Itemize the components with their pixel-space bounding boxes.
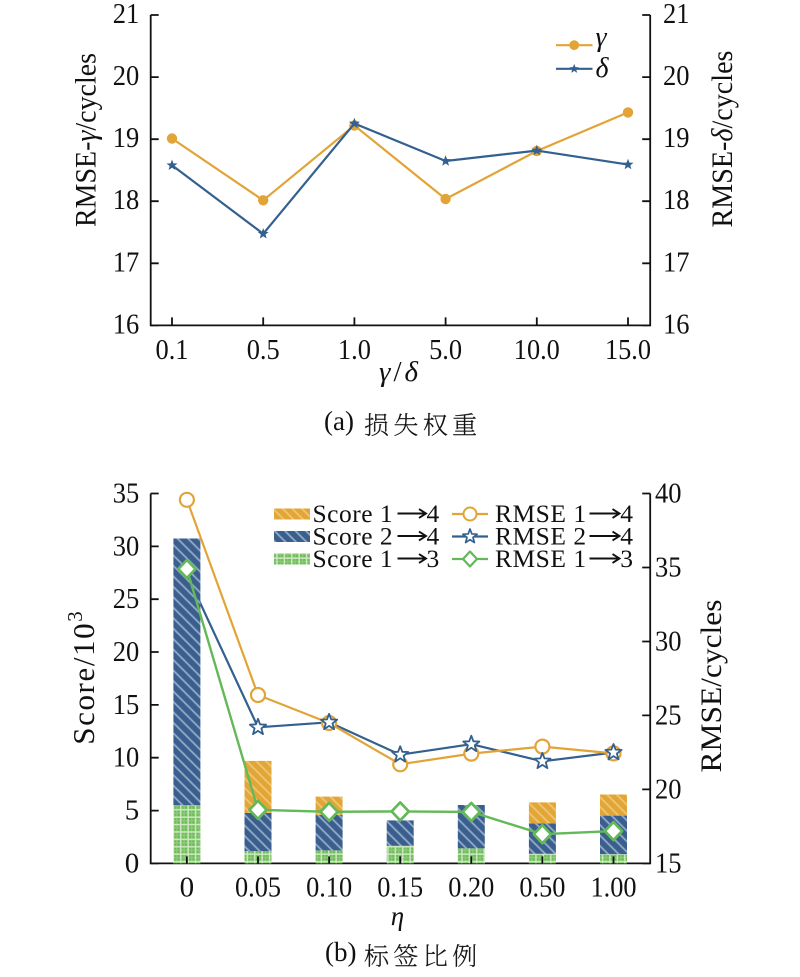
svg-text:5: 5 [125, 795, 140, 827]
svg-text:Score/103: Score/103 [63, 611, 101, 745]
svg-text:15: 15 [113, 689, 140, 721]
svg-text:35: 35 [655, 551, 682, 583]
svg-text:0.20: 0.20 [448, 872, 494, 904]
svg-text:20: 20 [655, 773, 682, 805]
svg-text:10: 10 [113, 742, 140, 774]
svg-text:17: 17 [663, 246, 690, 278]
svg-text:0.10: 0.10 [306, 872, 352, 904]
svg-text:21: 21 [113, 0, 140, 30]
svg-text:RMSE-γ/cycles: RMSE-γ/cycles [70, 53, 103, 227]
svg-text:(b): (b) [325, 937, 356, 967]
svg-text:0.1: 0.1 [156, 334, 189, 366]
svg-text:1.0: 1.0 [338, 334, 371, 366]
svg-text:35: 35 [113, 478, 140, 510]
svg-text:4: 4 [427, 499, 440, 528]
svg-text:1.00: 1.00 [591, 872, 637, 904]
svg-text:0.5: 0.5 [247, 334, 280, 366]
svg-text:RMSE-δ/cycles: RMSE-δ/cycles [706, 51, 739, 228]
svg-text:3: 3 [620, 544, 633, 573]
svg-text:19: 19 [113, 122, 140, 154]
svg-text:4: 4 [620, 522, 633, 551]
svg-text:(a): (a) [324, 406, 354, 436]
svg-text:0.50: 0.50 [519, 872, 565, 904]
svg-text:20: 20 [113, 636, 140, 668]
svg-text:16: 16 [113, 308, 140, 340]
svg-text:δ: δ [596, 53, 610, 84]
svg-text:15.0: 15.0 [605, 334, 651, 366]
svg-text:4: 4 [620, 499, 633, 528]
svg-text:Score 2: Score 2 [313, 522, 394, 551]
svg-text:19: 19 [663, 122, 690, 154]
svg-text:γ/δ: γ/δ [379, 356, 421, 388]
svg-text:18: 18 [663, 184, 690, 216]
svg-text:20: 20 [113, 60, 140, 92]
svg-text:30: 30 [655, 625, 682, 657]
svg-text:RMSE 1: RMSE 1 [495, 544, 587, 573]
svg-text:25: 25 [655, 699, 682, 731]
svg-text:η: η [391, 901, 404, 931]
svg-text:5.0: 5.0 [429, 334, 462, 366]
svg-text:21: 21 [663, 0, 690, 30]
svg-text:0: 0 [125, 847, 140, 879]
svg-text:15: 15 [655, 847, 682, 879]
svg-text:0.05: 0.05 [235, 872, 281, 904]
svg-text:25: 25 [113, 583, 140, 615]
svg-text:0: 0 [180, 872, 195, 904]
svg-text:10.0: 10.0 [514, 334, 560, 366]
svg-text:Score 1: Score 1 [313, 499, 394, 528]
svg-text:RMSE/cycles: RMSE/cycles [695, 600, 728, 773]
svg-text:3: 3 [427, 544, 440, 573]
svg-text:Score 1: Score 1 [313, 544, 394, 573]
svg-text:17: 17 [113, 246, 140, 278]
svg-text:30: 30 [113, 530, 140, 562]
svg-text:40: 40 [655, 478, 682, 510]
svg-text:16: 16 [663, 308, 690, 340]
svg-text:18: 18 [113, 184, 140, 216]
svg-text:RMSE 1: RMSE 1 [495, 499, 587, 528]
svg-text:γ: γ [596, 22, 608, 53]
svg-text:20: 20 [663, 60, 690, 92]
svg-text:RMSE 2: RMSE 2 [495, 522, 587, 551]
svg-text:0.15: 0.15 [377, 872, 423, 904]
svg-text:4: 4 [427, 522, 440, 551]
